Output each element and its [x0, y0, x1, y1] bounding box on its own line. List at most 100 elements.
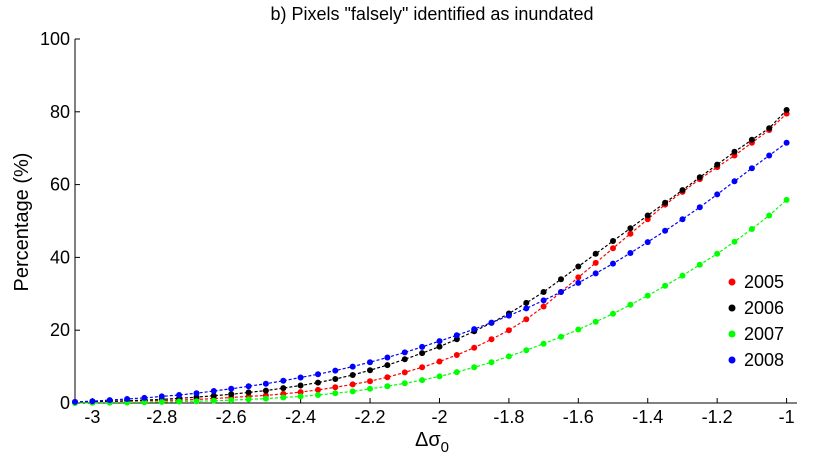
data-point — [401, 380, 408, 387]
legend-marker — [728, 330, 736, 338]
legend-item-2007: 2007 — [728, 324, 784, 344]
data-point — [505, 312, 512, 319]
legend-marker — [728, 304, 736, 312]
y-tick-label: 20 — [50, 320, 70, 340]
data-point — [315, 386, 321, 393]
data-point — [748, 136, 755, 143]
data-point — [471, 344, 478, 351]
x-axis-label: Δσ0 — [415, 429, 449, 456]
y-ticks: 0 20 40 60 80 100 — [40, 29, 80, 413]
legend-label: 2008 — [744, 350, 784, 370]
data-point — [662, 199, 669, 206]
legend-label: 2006 — [744, 298, 784, 318]
legend-item-2008: 2008 — [728, 350, 784, 370]
data-point — [158, 398, 165, 405]
data-point — [349, 372, 356, 378]
legend-marker — [728, 278, 736, 286]
data-point — [436, 358, 443, 365]
data-point — [453, 352, 460, 358]
data-point — [540, 297, 547, 304]
data-point — [696, 174, 703, 181]
legend-marker — [728, 356, 736, 364]
data-point — [505, 327, 512, 334]
x-tick-label: -1.6 — [563, 407, 594, 427]
data-point — [401, 349, 408, 356]
data-point — [332, 384, 339, 391]
data-point — [714, 161, 721, 168]
y-tick-label: 40 — [50, 247, 70, 267]
legend-label: 2005 — [744, 272, 784, 292]
data-point — [453, 332, 460, 339]
data-point — [696, 204, 703, 211]
data-point — [453, 369, 460, 376]
data-point — [540, 303, 547, 310]
data-point — [315, 392, 321, 398]
data-point — [662, 282, 669, 289]
data-point — [106, 397, 113, 404]
data-point — [558, 276, 564, 283]
data-point — [592, 250, 599, 257]
data-point — [332, 390, 339, 397]
data-point — [384, 362, 391, 369]
data-point — [523, 347, 530, 354]
data-point — [141, 399, 148, 406]
data-point — [262, 395, 269, 402]
data-point — [245, 389, 252, 396]
data-point — [471, 326, 478, 333]
data-point — [644, 239, 651, 246]
data-point — [575, 274, 582, 281]
data-point — [315, 371, 321, 378]
legend-label: 2007 — [744, 324, 784, 344]
data-point — [245, 396, 252, 403]
data-point — [627, 225, 634, 232]
data-point — [488, 336, 495, 343]
data-point — [245, 383, 252, 390]
data-point — [540, 340, 547, 347]
data-point — [488, 359, 495, 366]
data-point — [731, 148, 738, 155]
y-axis-label: Percentage (%) — [11, 153, 33, 292]
data-point — [419, 364, 426, 371]
data-point — [419, 343, 426, 350]
data-point — [89, 398, 96, 405]
series-2008 — [72, 139, 790, 405]
data-point — [367, 359, 373, 366]
data-point — [610, 245, 616, 252]
x-axis-label-base: Δσ — [415, 429, 441, 451]
data-point — [297, 382, 304, 389]
data-point — [748, 165, 755, 172]
data-point — [627, 250, 634, 256]
data-point — [401, 369, 408, 376]
data-point — [783, 139, 790, 146]
data-point — [315, 379, 321, 386]
data-point — [731, 178, 738, 185]
y-tick-label: 60 — [50, 175, 70, 195]
data-point — [610, 310, 616, 317]
data-point — [679, 187, 686, 194]
series-2007 — [72, 196, 790, 406]
data-point — [575, 326, 582, 333]
data-point — [401, 356, 408, 363]
data-point — [783, 196, 790, 203]
data-point — [280, 394, 287, 401]
series-2005 — [72, 110, 790, 406]
data-point — [662, 227, 669, 234]
data-point — [592, 318, 599, 325]
data-point — [193, 398, 200, 405]
data-point — [419, 377, 426, 384]
data-point — [766, 125, 773, 132]
data-point — [436, 343, 443, 350]
series-2006 — [72, 107, 790, 406]
data-point — [419, 350, 426, 357]
data-point — [193, 390, 200, 397]
data-point — [644, 212, 651, 219]
data-point — [679, 216, 686, 223]
data-point — [124, 396, 131, 402]
data-point — [210, 392, 217, 399]
data-point — [141, 394, 148, 401]
data-point — [367, 367, 373, 374]
data-point — [783, 107, 790, 113]
y-tick-label: 80 — [50, 102, 70, 122]
data-point — [262, 387, 269, 394]
